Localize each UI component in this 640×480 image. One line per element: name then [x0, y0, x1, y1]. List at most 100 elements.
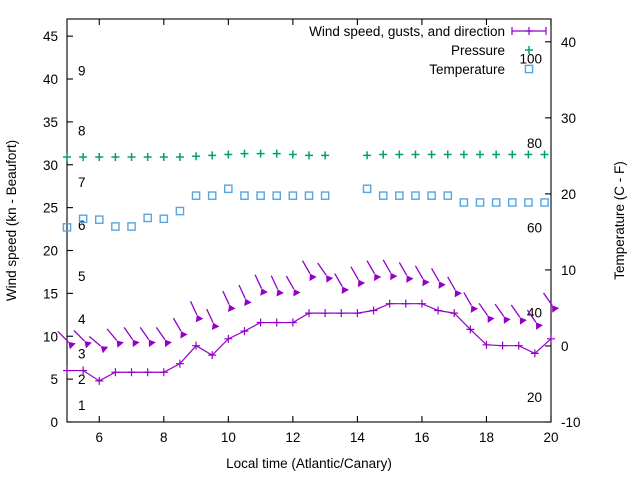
y-tick-label: 0 — [50, 415, 58, 430]
gust-arrow-head — [519, 317, 527, 325]
beaufort-label: 1 — [78, 398, 86, 413]
temperature-point — [320, 191, 330, 200]
wind-speed-point — [95, 376, 104, 385]
gust-arrow-shaft — [398, 262, 408, 276]
wind-speed-point — [127, 368, 136, 377]
pressure-point — [175, 153, 184, 162]
gust-arrow-head — [373, 273, 382, 282]
y-tick-label: 45 — [43, 29, 58, 44]
wind-speed-point — [450, 309, 459, 318]
gust-arrow-shaft — [478, 302, 489, 316]
x-tick-label: 16 — [414, 430, 429, 445]
x-tick-label: 18 — [479, 430, 494, 445]
temperature-point — [111, 222, 120, 231]
pressure-point — [63, 153, 71, 162]
gust-arrow-shaft — [350, 266, 359, 280]
gust-arrow-shaft — [526, 309, 537, 323]
wind-speed-point — [369, 306, 378, 315]
temperature-point — [507, 198, 517, 207]
fahrenheit-label: 80 — [527, 136, 542, 151]
y-tick-label: 25 — [43, 201, 58, 216]
beaufort-label: 3 — [78, 346, 86, 361]
pressure-point — [256, 149, 265, 158]
gust-arrow-shaft — [382, 259, 392, 274]
temperature-point — [304, 191, 314, 200]
legend-temperature-marker — [524, 64, 534, 74]
temperature-point — [159, 214, 169, 224]
y2-tick-label: 40 — [561, 35, 576, 50]
wind-speed-point — [385, 299, 394, 308]
temperature-point — [459, 198, 469, 207]
temperature-point — [491, 198, 501, 207]
gust-arrow-head — [276, 289, 284, 297]
gust-arrow-head — [487, 315, 495, 324]
beaufort-label: 5 — [78, 269, 86, 284]
pressure-point — [240, 149, 249, 158]
wind-speed-point — [337, 309, 346, 318]
temperature-point — [395, 191, 404, 200]
wind-speed-point — [111, 368, 120, 377]
gust-arrow-head — [406, 275, 414, 283]
temperature-point — [475, 198, 485, 207]
pressure-point — [379, 150, 388, 159]
gust-arrow-head — [309, 273, 317, 282]
legend-wind-caps — [511, 27, 547, 35]
gust-arrow-shaft — [285, 275, 295, 290]
fahrenheit-label: 60 — [527, 220, 542, 235]
pressure-point — [224, 150, 233, 159]
pressure-point — [111, 153, 120, 162]
gust-arrow-head — [180, 331, 188, 339]
temperature-point — [207, 191, 217, 200]
wind-speed-point — [288, 318, 297, 327]
gust-arrow-shaft — [172, 317, 182, 332]
pressure-point — [79, 153, 88, 162]
gust-arrow-head — [100, 346, 109, 354]
wind-speed-point — [256, 318, 265, 327]
pressure-point — [395, 150, 404, 159]
legend-wind-marker — [525, 27, 533, 35]
pressure-point — [127, 153, 136, 162]
wind-speed-point — [79, 366, 88, 375]
gust-arrow-head — [503, 316, 511, 324]
plot-frame — [66, 18, 552, 423]
gust-arrow-head — [357, 279, 366, 288]
temperature-point — [127, 222, 136, 231]
pressure-point — [411, 150, 420, 159]
temperature-point — [224, 184, 233, 194]
gust-arrow-head — [116, 340, 124, 348]
gust-arrow-head — [438, 281, 446, 289]
gust-arrow-shaft — [510, 304, 521, 318]
gust-arrow-shaft — [238, 284, 246, 299]
pressure-point — [159, 153, 168, 162]
wind-speed-point — [305, 309, 313, 318]
temperature-point — [362, 184, 372, 194]
y-tick-label: 5 — [50, 372, 58, 387]
wind-speed-point — [547, 334, 555, 343]
gust-arrow-head — [68, 341, 76, 350]
temperature-point — [378, 191, 388, 200]
y-tick-label: 20 — [43, 244, 58, 259]
x-tick-label: 10 — [221, 430, 236, 445]
gust-arrow-shaft — [189, 301, 198, 316]
wind-speed-point — [208, 351, 217, 360]
gust-arrow-shaft — [73, 330, 85, 342]
y2-axis-title: Temperature (C - F) — [612, 161, 627, 280]
wind-speed-point — [192, 341, 201, 350]
y-tick-label: 30 — [43, 158, 58, 173]
wind-speed-point — [224, 334, 233, 343]
gust-arrow-head — [260, 288, 268, 296]
wind-speed-point — [482, 340, 491, 349]
pressure-point — [208, 151, 217, 160]
gust-arrow-head — [195, 314, 204, 323]
gust-arrow-shaft — [139, 326, 150, 340]
temperature-point — [411, 191, 420, 200]
pressure-point — [192, 152, 201, 161]
wind-speed-point — [175, 359, 184, 368]
beaufort-label: 2 — [78, 372, 86, 387]
y-tick-label: 10 — [43, 329, 58, 344]
pressure-point — [524, 150, 533, 159]
gust-arrow-shaft — [447, 276, 456, 291]
wind-speed-point — [466, 325, 475, 334]
pressure-point — [321, 151, 330, 160]
wind-speed-point — [272, 318, 281, 327]
